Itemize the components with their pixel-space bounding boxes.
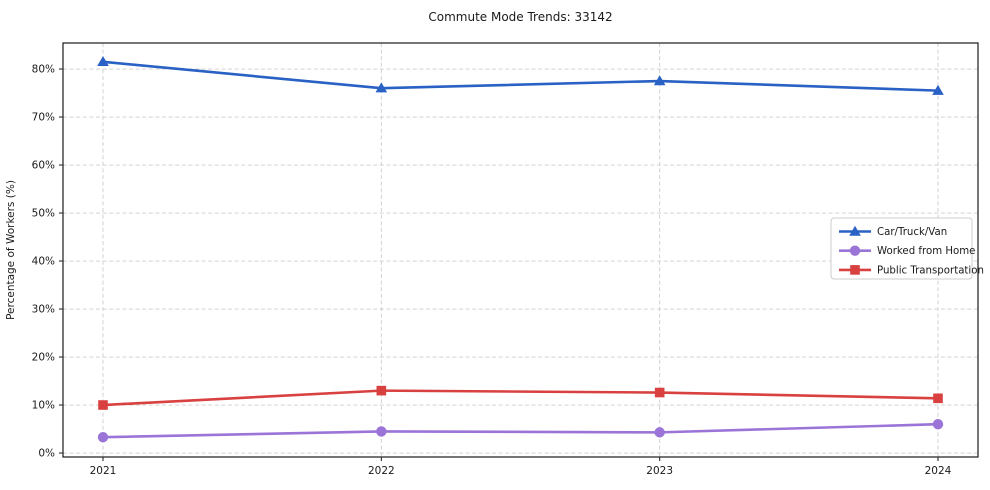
x-tick-label: 2023 — [646, 465, 673, 477]
data-point-marker — [932, 419, 944, 430]
y-tick-label: 20% — [32, 352, 55, 364]
tick-marks — [59, 68, 939, 461]
data-point-marker — [98, 400, 108, 410]
gridlines — [63, 43, 978, 457]
x-tick-label: 2024 — [925, 465, 952, 477]
x-tick-label: 2022 — [368, 465, 395, 477]
legend-label: Car/Truck/Van — [877, 227, 947, 238]
data-point-marker — [654, 427, 665, 438]
series-line — [101, 422, 940, 439]
y-tick-label: 40% — [32, 256, 55, 268]
y-tick-label: 0% — [38, 448, 55, 460]
chart-title: Commute Mode Trends: 33142 — [428, 10, 612, 24]
data-point-marker — [97, 431, 109, 443]
data-point-marker — [376, 426, 387, 437]
y-tick-label: 60% — [32, 160, 55, 172]
legend-item: Car/Truck/Van — [839, 225, 947, 238]
data-point-marker — [849, 245, 861, 256]
legend-label: Public Transportation — [877, 265, 984, 276]
data-point-marker — [849, 225, 861, 236]
series-line — [101, 60, 940, 92]
series-public-transportation — [98, 385, 943, 410]
plot-area — [63, 43, 978, 457]
series-worked-from-home — [97, 419, 944, 443]
data-point-marker — [376, 385, 387, 396]
y-axis-label: Percentage of Workers (%) — [5, 180, 17, 320]
plot-frame — [62, 42, 979, 458]
legend: Car/Truck/Van Worked from Home Public Tran… — [830, 217, 984, 280]
legend-label: Worked from Home — [877, 246, 975, 257]
data-point-marker — [850, 265, 860, 275]
legend-item: Worked from Home — [839, 245, 975, 257]
y-tick-label: 70% — [32, 112, 55, 124]
legend-box — [830, 217, 973, 280]
data-point-marker — [97, 56, 109, 67]
data-point-marker — [375, 82, 388, 93]
y-tick-label: 30% — [32, 304, 55, 316]
x-tick-label: 2021 — [90, 465, 117, 477]
data-point-marker — [933, 393, 943, 404]
y-tick-label: 50% — [32, 208, 55, 220]
series-line — [101, 389, 940, 407]
data-point-marker — [932, 84, 944, 95]
data-point-marker — [654, 387, 665, 398]
data-point-marker — [653, 75, 666, 86]
y-tick-label: 10% — [32, 400, 55, 412]
legend-item: Public Transportation — [839, 265, 984, 276]
y-tick-label: 80% — [32, 64, 55, 76]
series-car-truck-van — [97, 56, 944, 95]
